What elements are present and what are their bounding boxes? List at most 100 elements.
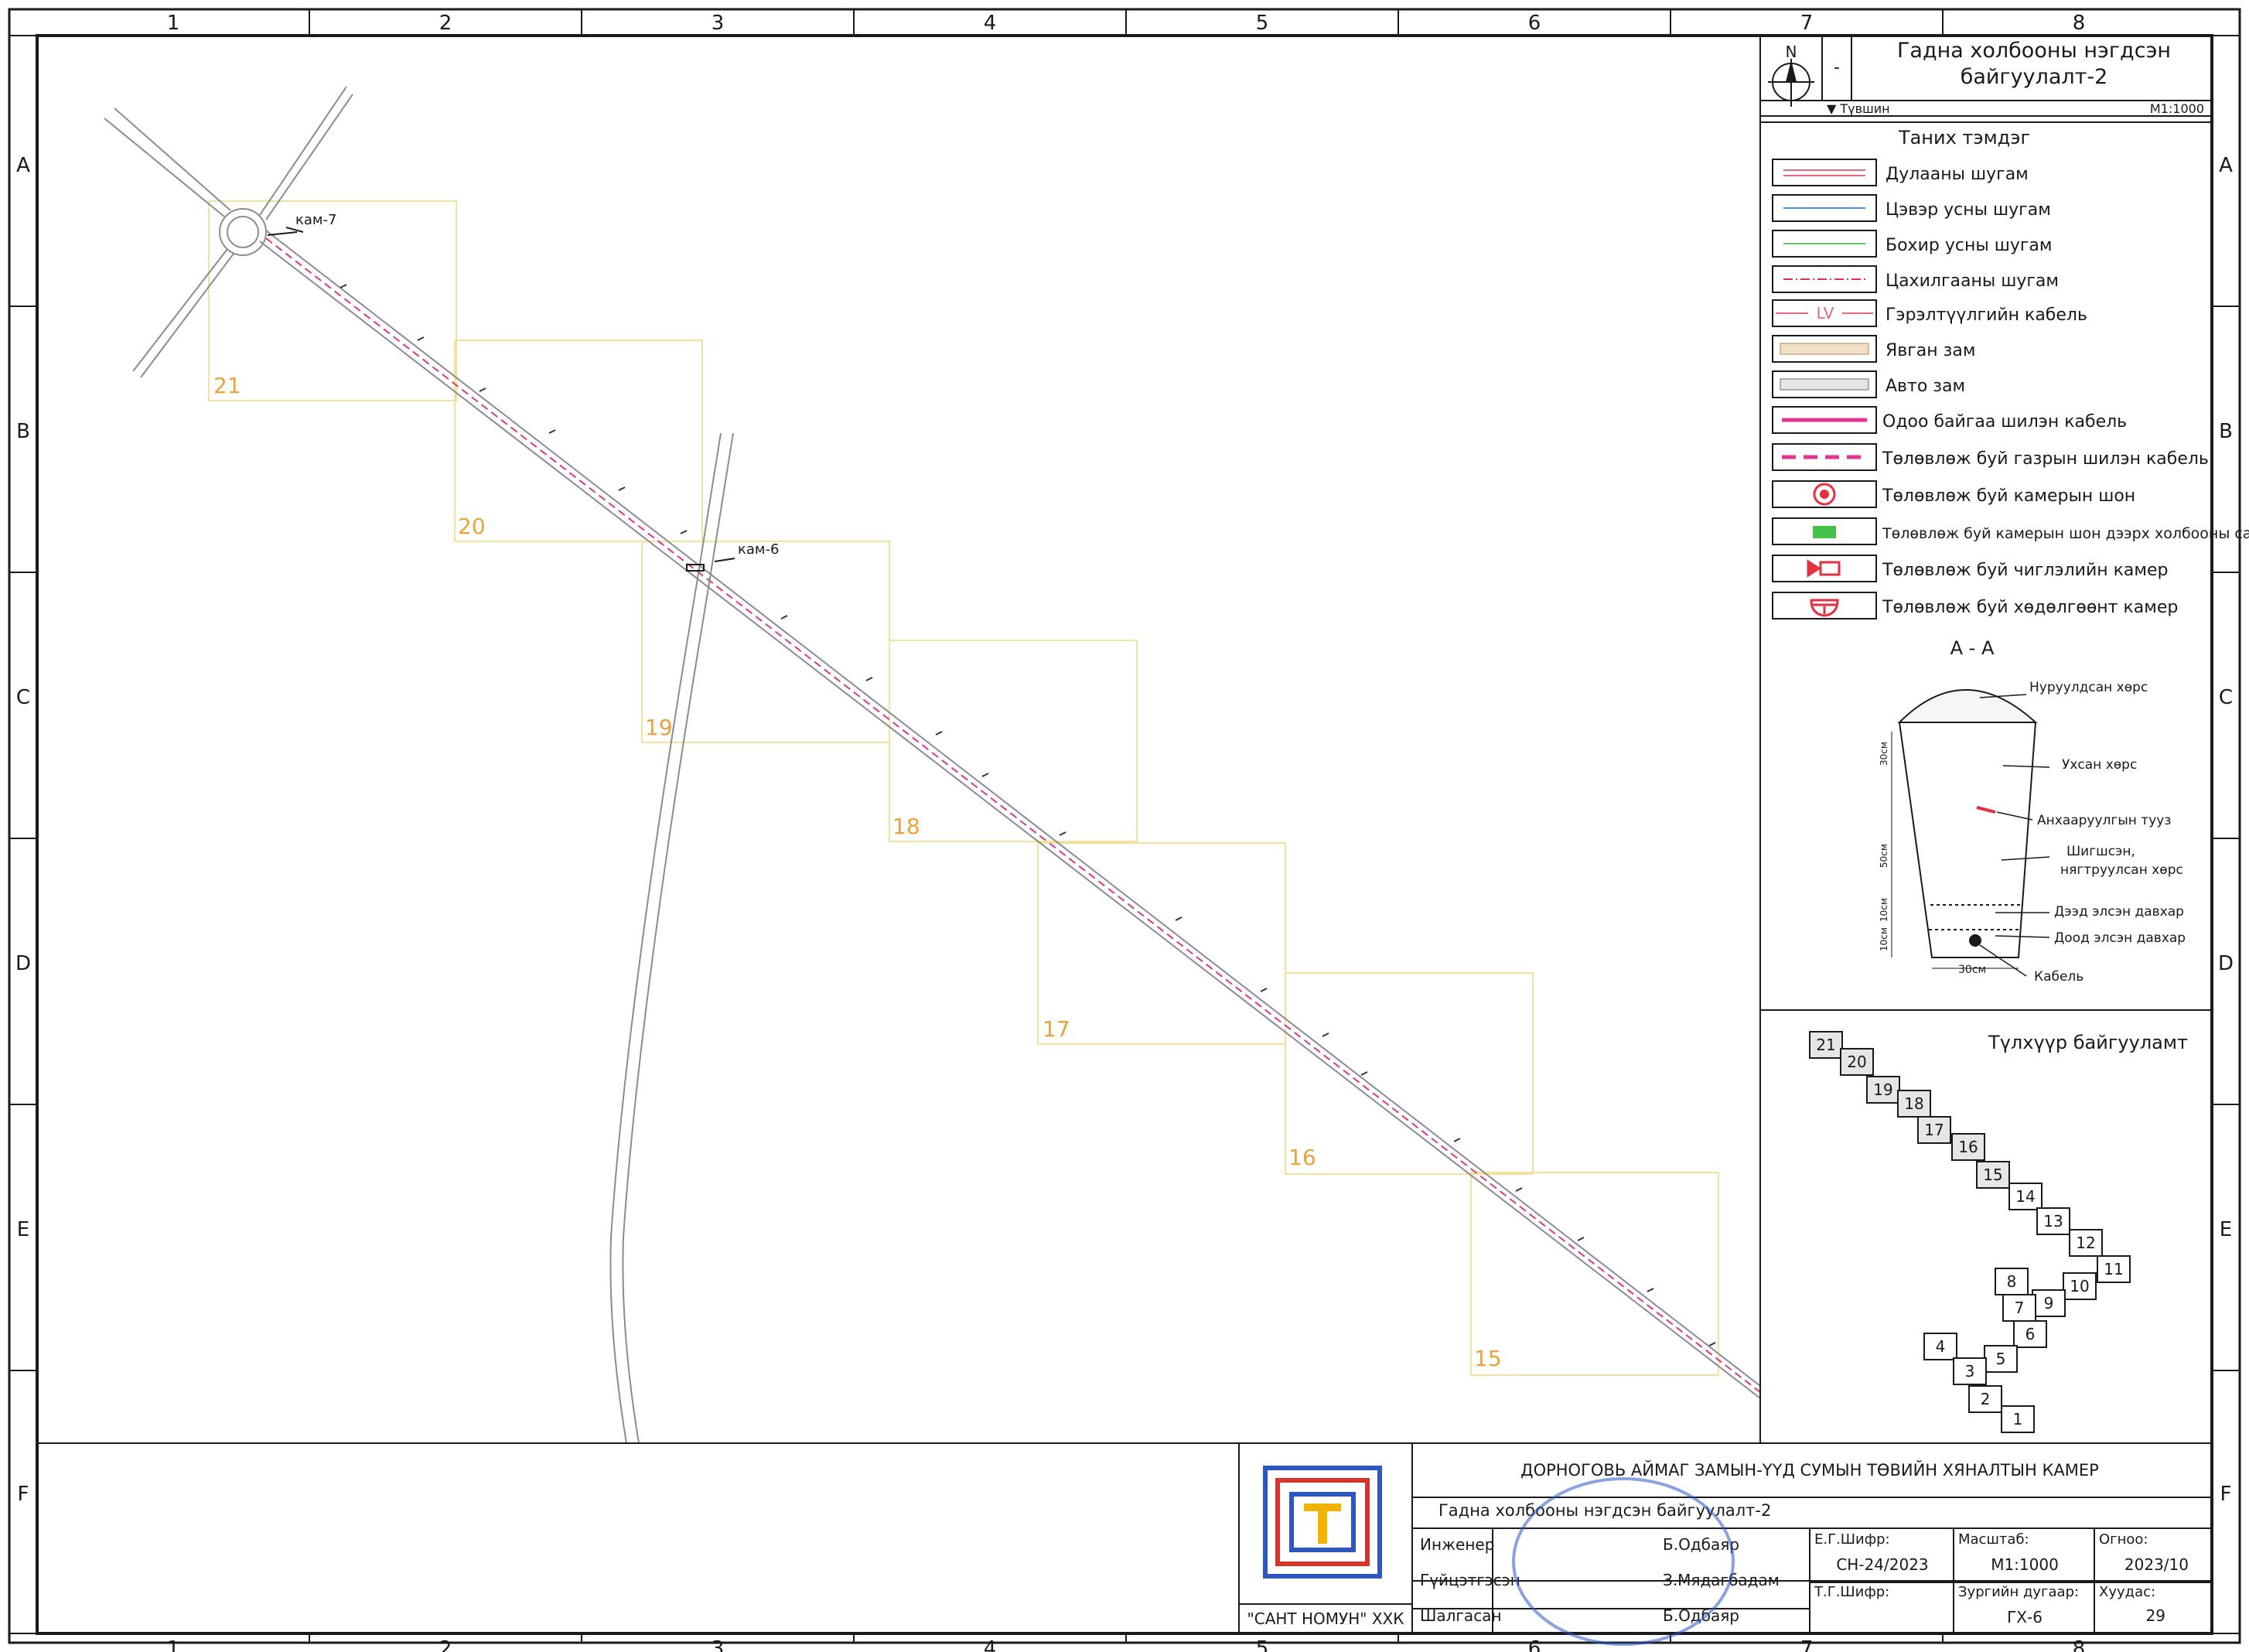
- row-label: F: [18, 1483, 29, 1506]
- role-label: Шалгасан: [1420, 1606, 1502, 1625]
- legend-item: Бохир усны шугам: [1772, 230, 2052, 258]
- key-tile: 5: [1984, 1345, 2018, 1373]
- sheet-box-16: [1285, 972, 1534, 1175]
- section-dim: 30см: [1958, 964, 1986, 976]
- key-tile-label: 16: [1958, 1138, 1978, 1156]
- section-dim: 50см: [1879, 844, 1889, 868]
- legend-label: Гэрэлтүүлгийн кабель: [1886, 305, 2087, 325]
- scale-value: М1:1000: [1991, 1555, 2059, 1574]
- legend-item: Дулааны шугам: [1772, 159, 2029, 186]
- key-tile: 1: [2001, 1405, 2035, 1433]
- key-tile: 3: [1953, 1357, 1987, 1385]
- date-value: 2023/10: [2124, 1555, 2189, 1574]
- legend-label: Төлөвлөж буй камерын шон дээрх холбооны …: [1882, 525, 2249, 542]
- legend-item: LV Гэрэлтүүлгийн кабель: [1772, 299, 2087, 327]
- row-label: B: [16, 420, 30, 443]
- drawing-title: Гадна холбооны нэгдсэн байгуулалт-2: [1438, 1501, 1771, 1520]
- key-plan-title: Түлхүүр байгууламт: [1988, 1032, 2188, 1053]
- title-block: [37, 1442, 2212, 1633]
- key-tile-label: 20: [1847, 1053, 1866, 1071]
- key-tile-label: 6: [2025, 1325, 2036, 1343]
- section-drawing: [1891, 689, 2038, 969]
- row-label: F: [2220, 1483, 2232, 1506]
- col-label: 2: [439, 12, 452, 35]
- legend-item: Төлөвлөж буй камерын шон: [1772, 480, 2135, 508]
- panel-scale: M1:1000: [2150, 101, 2204, 116]
- sheet-number: 21: [213, 373, 241, 398]
- key-tile: 17: [1917, 1116, 1951, 1144]
- key-tile: 2: [1968, 1385, 2002, 1413]
- key-tile-label: 5: [1996, 1350, 2006, 1368]
- col-label: 7: [1800, 1637, 1814, 1652]
- col-label: 4: [984, 1637, 997, 1652]
- eg-code-label: Е.Г.Шифр:: [1814, 1531, 1890, 1548]
- key-tile: 6: [2013, 1320, 2047, 1348]
- section-pointers: [1979, 694, 2050, 977]
- legend-item: Авто зам: [1772, 370, 1965, 398]
- roles: Инженер Б.Одбаяр Гүйцэтгэсэн З.Мядагбада…: [1420, 1535, 1780, 1625]
- company-name: "САНТ НОМУН" ХХК: [1247, 1609, 1404, 1628]
- role-name: Б.Одбаяр: [1663, 1606, 1739, 1625]
- row-label: C: [16, 686, 30, 709]
- key-tile-label: 4: [1936, 1337, 1946, 1356]
- roundabout: [104, 86, 353, 378]
- key-tile: 7: [2002, 1294, 2036, 1322]
- row-label: E: [17, 1218, 29, 1241]
- column-labels-top: 1 2 3 4 5 6 7 8: [167, 12, 2086, 35]
- bullet-camera-icon: [1807, 559, 1841, 578]
- sheet-numbers: 21 20 19 18 17 16 15: [213, 373, 1502, 1371]
- sheet-box-19: [641, 541, 890, 743]
- section-labels: Нуруулдсан хөрс Ухсан хөрс Анхааруулгын …: [2029, 680, 2186, 985]
- key-tile: 14: [2008, 1183, 2043, 1210]
- role-label: Гүйцэтгэсэн: [1420, 1571, 1520, 1589]
- key-tile: 16: [1951, 1133, 1985, 1161]
- section-label: нягтруулсан хөрс: [2060, 862, 2183, 878]
- frame: [8, 8, 2241, 1644]
- col-label: 5: [1256, 1637, 1269, 1652]
- panel-title-line2: байгуулалт-2: [1961, 65, 2108, 89]
- level-label: ▼ Түвшин: [1827, 101, 1890, 116]
- north-arrow-icon: [1768, 59, 1814, 107]
- sheet-number: 16: [1288, 1145, 1316, 1170]
- scale-label: Масштаб:: [1958, 1531, 2029, 1548]
- legend-item: Явган зам: [1772, 335, 1975, 363]
- legend-label: Төлөвлөж буй чиглэлийн камер: [1882, 561, 2169, 580]
- section-dims: 30см 50см 10см 10см 30см: [1879, 742, 1986, 976]
- key-tile-label: 15: [1983, 1166, 2002, 1184]
- legend: Дулааны шугам Цэвэр усны шугам Бохир усн…: [1772, 159, 2249, 620]
- row-label: D: [2218, 952, 2234, 975]
- dome-camera-icon: [1810, 599, 1839, 617]
- comm-panel-icon: [1813, 526, 1836, 538]
- sheet-boxes: [208, 200, 1719, 1376]
- legend-label: Цэвэр усны шугам: [1886, 200, 2051, 220]
- panel-title-line1: Гадна холбооны нэгдсэн: [1897, 39, 2171, 63]
- section-label: Анхааруулгын тууз: [2037, 813, 2171, 828]
- section-label: Нуруулдсан хөрс: [2029, 680, 2148, 695]
- sheet-box-21: [208, 200, 457, 401]
- sheet-number: 19: [645, 715, 673, 740]
- camera-pole-icon: [1813, 483, 1836, 506]
- legend-item: Төлөвлөж буй хөдөлгөөнт камер: [1772, 592, 2178, 620]
- key-tile: 13: [2036, 1207, 2070, 1235]
- key-tile-label: 8: [2007, 1272, 2017, 1291]
- key-tile-label: 10: [2070, 1277, 2089, 1295]
- key-tile: 21: [1809, 1031, 1843, 1059]
- legend-label: Бохир усны шугам: [1886, 236, 2052, 255]
- section-label: Кабель: [2034, 969, 2083, 985]
- key-tile-label: 13: [2043, 1212, 2063, 1230]
- col-label: 1: [167, 1637, 180, 1652]
- section-label: Дээд элсэн давхар: [2054, 904, 2184, 920]
- legend-label: Төлөвлөж буй хөдөлгөөнт камер: [1882, 598, 2178, 617]
- north-label: N: [1786, 43, 1797, 61]
- camera-label-6: кам-6: [738, 541, 779, 558]
- col-label: 6: [1528, 12, 1541, 35]
- section-label: Ухсан хөрс: [2062, 757, 2137, 773]
- section-label: Доод элсэн давхар: [2054, 930, 2186, 946]
- legend-label: Цахилгааны шугам: [1886, 271, 2059, 291]
- route-ticks: [340, 284, 1716, 1347]
- camera-label-7: кам-7: [295, 212, 336, 228]
- col-label: 3: [712, 1637, 725, 1652]
- legend-label: Одоо байгаа шилэн кабель: [1882, 412, 2127, 432]
- drawing-no: ГХ-6: [2007, 1608, 2043, 1626]
- row-label: E: [2220, 1218, 2232, 1241]
